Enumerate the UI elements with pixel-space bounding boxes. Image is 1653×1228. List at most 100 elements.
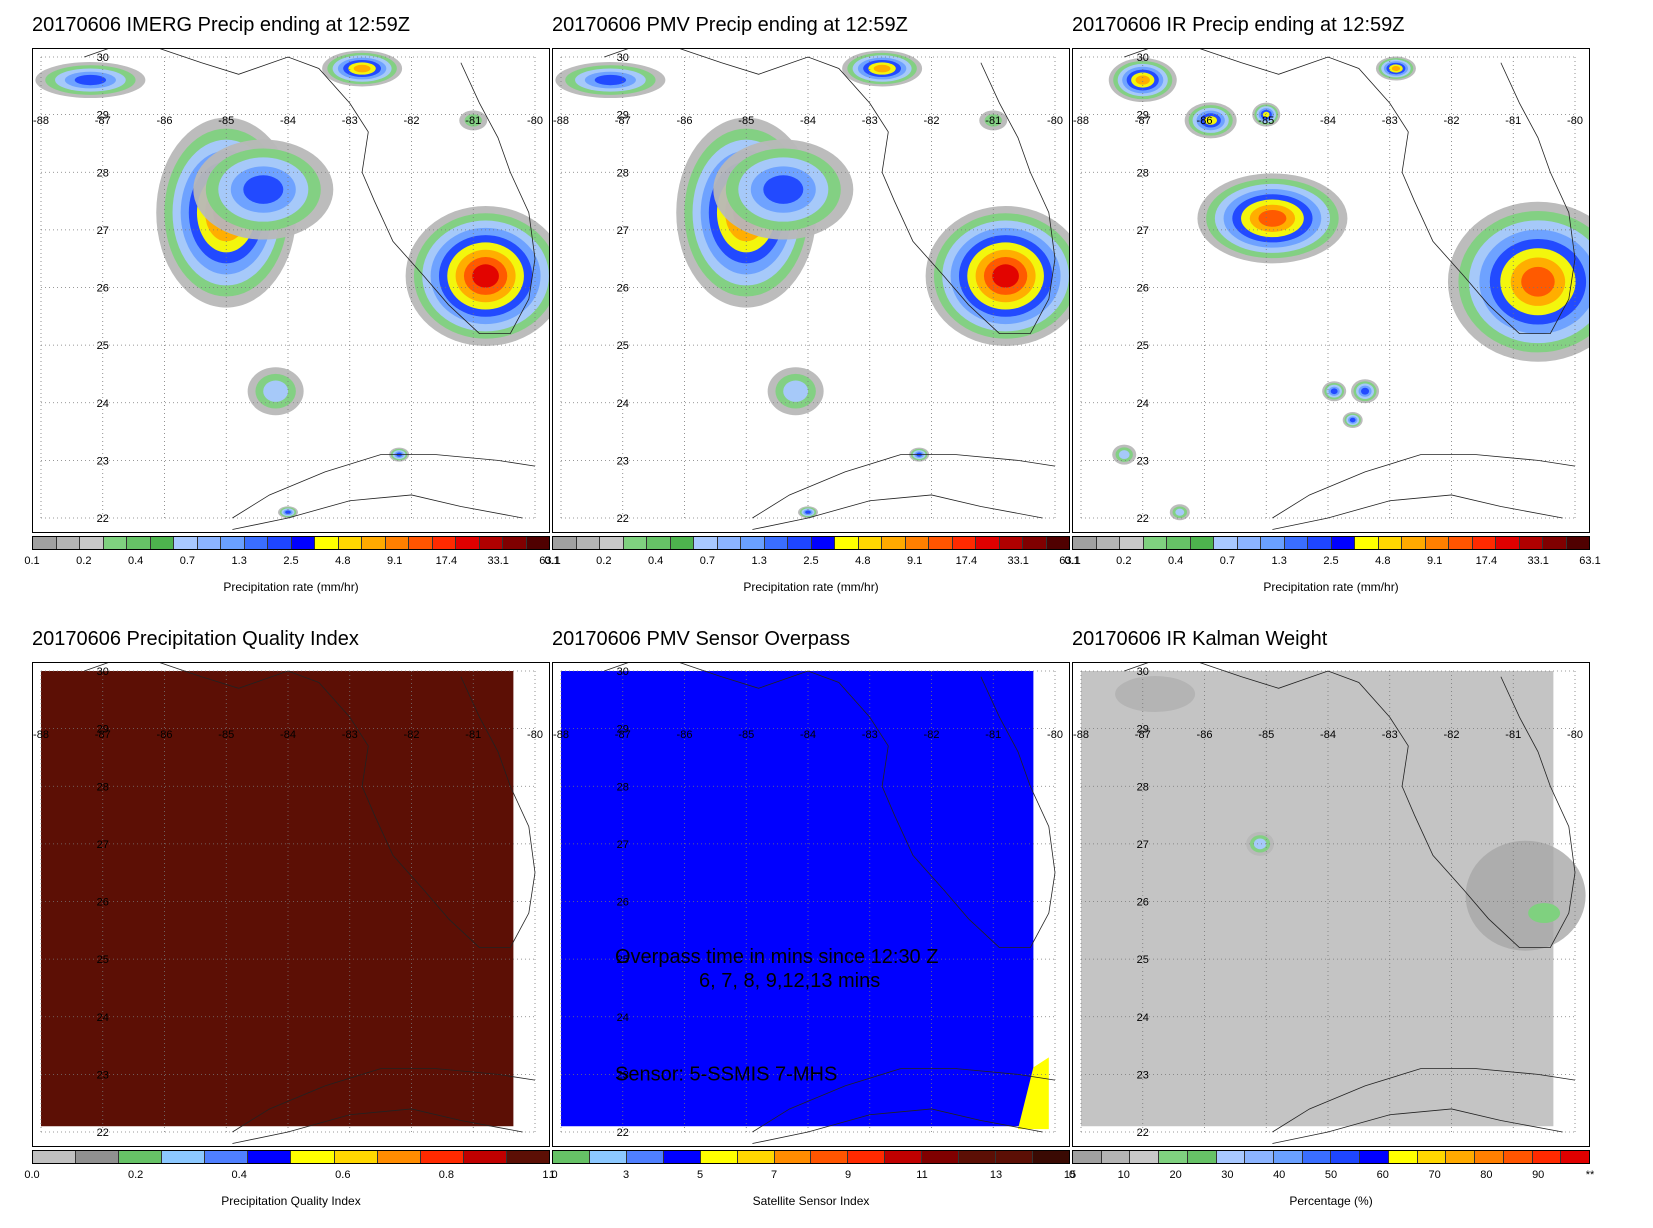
colorbar-ticks: 0.1 0.2 0.4 0.7 1.3 2.5 4.8 9.1 17.4 33.1 63.1 xyxy=(24,555,560,569)
longitude-label: -81 xyxy=(1505,729,1521,741)
longitude-label: -82 xyxy=(1444,115,1460,127)
longitude-label: -83 xyxy=(862,115,878,127)
colorbar-tick: 0.4 xyxy=(127,555,144,567)
colorbar-tick: 0.6 xyxy=(335,1169,351,1181)
map-frame: -88 -87 -86 -85 -84 -83 -82 -81 -80 30 29 28 27 26 25 2… xyxy=(1072,662,1590,1147)
colorbar-swatch xyxy=(1237,537,1261,549)
longitude-labels: -88 -87 -86 -85 -84 -83 -82 -81 -80 xyxy=(33,729,543,741)
colorbar-swatch xyxy=(162,1151,206,1163)
colorbar-tick: 0.1 xyxy=(24,555,40,567)
colorbar-tick: 7 xyxy=(770,1169,778,1181)
colorbar-swatch xyxy=(221,537,245,549)
colorbar-tick: 0.7 xyxy=(179,555,196,567)
colorbar-tick: 17.4 xyxy=(955,555,978,567)
colorbar-swatch xyxy=(420,1151,464,1163)
colorbar-swatch xyxy=(882,537,906,549)
rain-cell-east xyxy=(459,110,488,131)
precip-field xyxy=(35,50,549,519)
colorbar-swatch xyxy=(600,537,624,549)
latitude-label: 23 xyxy=(617,1069,629,1081)
map-panel: 20170606 PMV Precip ending at 12:59Z -88-… xyxy=(544,14,1080,614)
colorbar-swatch xyxy=(1159,1151,1188,1163)
colorbar-swatch xyxy=(1245,1151,1275,1163)
colorbar-swatch xyxy=(127,537,151,549)
latitude-label: 25 xyxy=(1137,340,1149,352)
map-frame: -88 -87 -86 -85 -84 -83 -82 -81 -80 30 29 28 27 26 25 2… xyxy=(552,662,1070,1147)
rain-cell-north xyxy=(322,50,403,87)
latitude-label: 22 xyxy=(617,513,629,525)
colorbar-swatch xyxy=(338,537,362,549)
colorbar-swatch xyxy=(741,537,765,549)
colorbar-swatch xyxy=(623,537,647,549)
overpass-line: Overpass time in mins since 12:30 Z xyxy=(615,946,938,968)
weight-shade-southeast xyxy=(1465,840,1586,951)
rain-cell-southeast xyxy=(405,205,549,346)
colorbar-tick: 4.8 xyxy=(855,555,871,567)
longitude-label: -82 xyxy=(924,729,940,741)
colorbar-swatch xyxy=(1214,537,1238,549)
latitude-label: 27 xyxy=(97,839,109,851)
longitude-labels: -88 -87 -86 -85 -84 -83 -82 -81 -80 xyxy=(1073,729,1583,741)
longitude-label: -86 xyxy=(157,115,173,127)
colorbar-swatch xyxy=(717,537,741,549)
colorbar-tick: 13 xyxy=(989,1169,1003,1181)
colorbar-swatch xyxy=(76,1151,120,1163)
colorbar xyxy=(552,1150,1070,1164)
colorbar-swatch xyxy=(174,537,198,549)
colorbar-swatch xyxy=(764,537,788,549)
colorbar-swatch xyxy=(150,537,174,549)
colorbar-ticks: 0.0 0.2 0.4 0.6 0.8 1.0 xyxy=(24,1169,557,1183)
colorbar-swatch xyxy=(885,1151,923,1163)
colorbar-tick: 17.4 xyxy=(435,555,458,567)
panel-title: 20170606 PMV Precip ending at 12:59Z xyxy=(552,14,908,36)
latitude-label: 28 xyxy=(1137,781,1149,793)
latitude-label: 25 xyxy=(617,954,629,966)
latitude-label: 26 xyxy=(1137,897,1149,909)
colorbar-tick: 0.7 xyxy=(699,555,716,567)
rain-cell-south xyxy=(1342,412,1363,429)
colorbar-swatch xyxy=(479,537,503,549)
colorbar-swatch xyxy=(1388,1151,1418,1163)
colorbar-swatch xyxy=(103,537,127,549)
map-frame: -88 -87 -86 -85 -84 -83 -82 -81 -80 30 29 28 27 26 25 2… xyxy=(1072,48,1590,533)
precip-field xyxy=(1108,56,1589,521)
colorbar-swatch xyxy=(1503,1151,1533,1163)
colorbar-tick: 0.0 xyxy=(24,1169,40,1181)
longitude-label: -86 xyxy=(677,729,693,741)
colorbar-tick: ** xyxy=(1585,1169,1595,1181)
colorbar-tick: 3 xyxy=(622,1169,630,1181)
latitude-label: 25 xyxy=(617,340,629,352)
map-canvas: -88 -87 -86 -85 -84 -83 -82 -81 -80 30 29 28 27 26 25 2… xyxy=(553,663,1063,1144)
latitude-label: 23 xyxy=(1137,455,1149,467)
colorbar-tick: 1.3 xyxy=(1271,555,1287,567)
colorbar-swatch xyxy=(385,537,409,549)
longitude-label: -83 xyxy=(342,729,358,741)
rain-cell-southwest xyxy=(1112,444,1137,465)
rain-cell-north xyxy=(1252,102,1281,127)
latitude-labels: 30 29 28 27 26 25 24 23 22 xyxy=(617,666,629,1139)
longitude-label: -87 xyxy=(615,729,631,741)
colorbar-swatch xyxy=(1378,537,1402,549)
panel-title: 20170606 IR Precip ending at 12:59Z xyxy=(1072,14,1405,36)
graticule xyxy=(40,670,536,1133)
colorbar-swatch xyxy=(1073,537,1097,549)
colorbar xyxy=(1072,536,1590,550)
rain-cell-central xyxy=(1197,173,1348,264)
coastline xyxy=(1124,49,1576,530)
colorbar-tick: 0.4 xyxy=(231,1169,247,1181)
colorbar-tick: 2.5 xyxy=(803,555,819,567)
colorbar-tick: 1.0 xyxy=(542,1169,558,1181)
longitude-label: -84 xyxy=(800,115,816,127)
colorbar-swatch xyxy=(409,537,433,549)
longitude-label: -82 xyxy=(924,115,940,127)
longitude-label: -84 xyxy=(800,729,816,741)
longitude-label: -80 xyxy=(1047,115,1063,127)
graticule xyxy=(1080,56,1576,519)
colorbar-swatch xyxy=(33,537,57,549)
weight-cell-southeast xyxy=(1528,903,1561,924)
colorbar-label: Precipitation rate (mm/hr) xyxy=(223,580,359,594)
latitude-label: 26 xyxy=(617,283,629,295)
colorbar-ticks: 0.1 0.2 0.4 0.7 1.3 2.5 4.8 9.1 17.4 33.1 63.1 xyxy=(544,555,1080,569)
rain-cell-cuba-west xyxy=(798,506,818,519)
colorbar-swatch xyxy=(553,537,577,549)
